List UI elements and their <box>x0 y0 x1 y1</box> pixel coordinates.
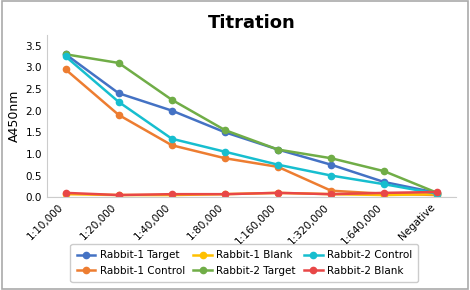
Rabbit-1 Target <box>222 130 228 134</box>
Rabbit-1 Control <box>169 144 175 147</box>
Rabbit-1 Control <box>328 189 334 193</box>
Rabbit-2 Target <box>434 191 440 195</box>
Rabbit-1 Blank <box>63 193 69 196</box>
Legend: Rabbit-1 Target, Rabbit-1 Control, Rabbit-1 Blank, Rabbit-2 Target, Rabbit-2 Con: Rabbit-1 Target, Rabbit-1 Control, Rabbi… <box>70 244 418 282</box>
Rabbit-1 Control <box>222 157 228 160</box>
Line: Rabbit-2 Target: Rabbit-2 Target <box>63 51 440 196</box>
Rabbit-1 Control <box>434 193 440 197</box>
Rabbit-1 Target <box>116 92 122 95</box>
Rabbit-2 Control <box>328 174 334 177</box>
Rabbit-2 Control <box>169 137 175 140</box>
Line: Rabbit-1 Target: Rabbit-1 Target <box>63 51 440 196</box>
Rabbit-1 Blank <box>381 193 387 197</box>
Rabbit-1 Blank <box>434 193 440 196</box>
Rabbit-2 Blank <box>63 191 69 195</box>
Rabbit-1 Blank <box>222 193 228 196</box>
Rabbit-2 Target <box>63 52 69 56</box>
Line: Rabbit-2 Control: Rabbit-2 Control <box>63 53 440 197</box>
Rabbit-1 Target <box>328 163 334 166</box>
Rabbit-2 Target <box>381 169 387 173</box>
Rabbit-1 Control <box>275 165 281 168</box>
Rabbit-2 Blank <box>275 191 281 195</box>
Rabbit-1 Blank <box>116 193 122 197</box>
Rabbit-1 Target <box>434 191 440 195</box>
Rabbit-1 Control <box>63 68 69 71</box>
Rabbit-1 Blank <box>275 191 281 195</box>
Rabbit-2 Target <box>169 98 175 102</box>
Line: Rabbit-1 Blank: Rabbit-1 Blank <box>63 190 440 198</box>
Rabbit-1 Blank <box>328 193 334 196</box>
Rabbit-1 Control <box>381 192 387 195</box>
Rabbit-2 Blank <box>328 193 334 196</box>
Rabbit-2 Blank <box>222 193 228 196</box>
Rabbit-1 Target <box>381 180 387 184</box>
Line: Rabbit-2 Blank: Rabbit-2 Blank <box>63 189 440 198</box>
Rabbit-1 Target <box>63 52 69 56</box>
Rabbit-2 Blank <box>169 193 175 196</box>
Rabbit-2 Control <box>222 150 228 153</box>
Title: Titration: Titration <box>208 14 295 32</box>
Rabbit-2 Blank <box>434 190 440 194</box>
Y-axis label: A450nm: A450nm <box>8 90 21 142</box>
Rabbit-2 Control <box>63 55 69 58</box>
Line: Rabbit-1 Control: Rabbit-1 Control <box>63 66 440 198</box>
Rabbit-2 Target <box>275 148 281 151</box>
Rabbit-2 Blank <box>381 191 387 195</box>
Rabbit-2 Target <box>222 128 228 132</box>
Rabbit-2 Target <box>328 157 334 160</box>
Rabbit-2 Target <box>116 61 122 65</box>
Rabbit-1 Control <box>116 113 122 117</box>
Rabbit-2 Blank <box>116 193 122 197</box>
X-axis label: Dilution: Dilution <box>227 251 275 264</box>
Rabbit-1 Target <box>275 148 281 151</box>
Rabbit-2 Control <box>381 182 387 186</box>
Rabbit-1 Blank <box>169 193 175 197</box>
Rabbit-1 Target <box>169 109 175 112</box>
Rabbit-2 Control <box>434 192 440 195</box>
Rabbit-2 Control <box>116 100 122 104</box>
Rabbit-2 Control <box>275 163 281 166</box>
